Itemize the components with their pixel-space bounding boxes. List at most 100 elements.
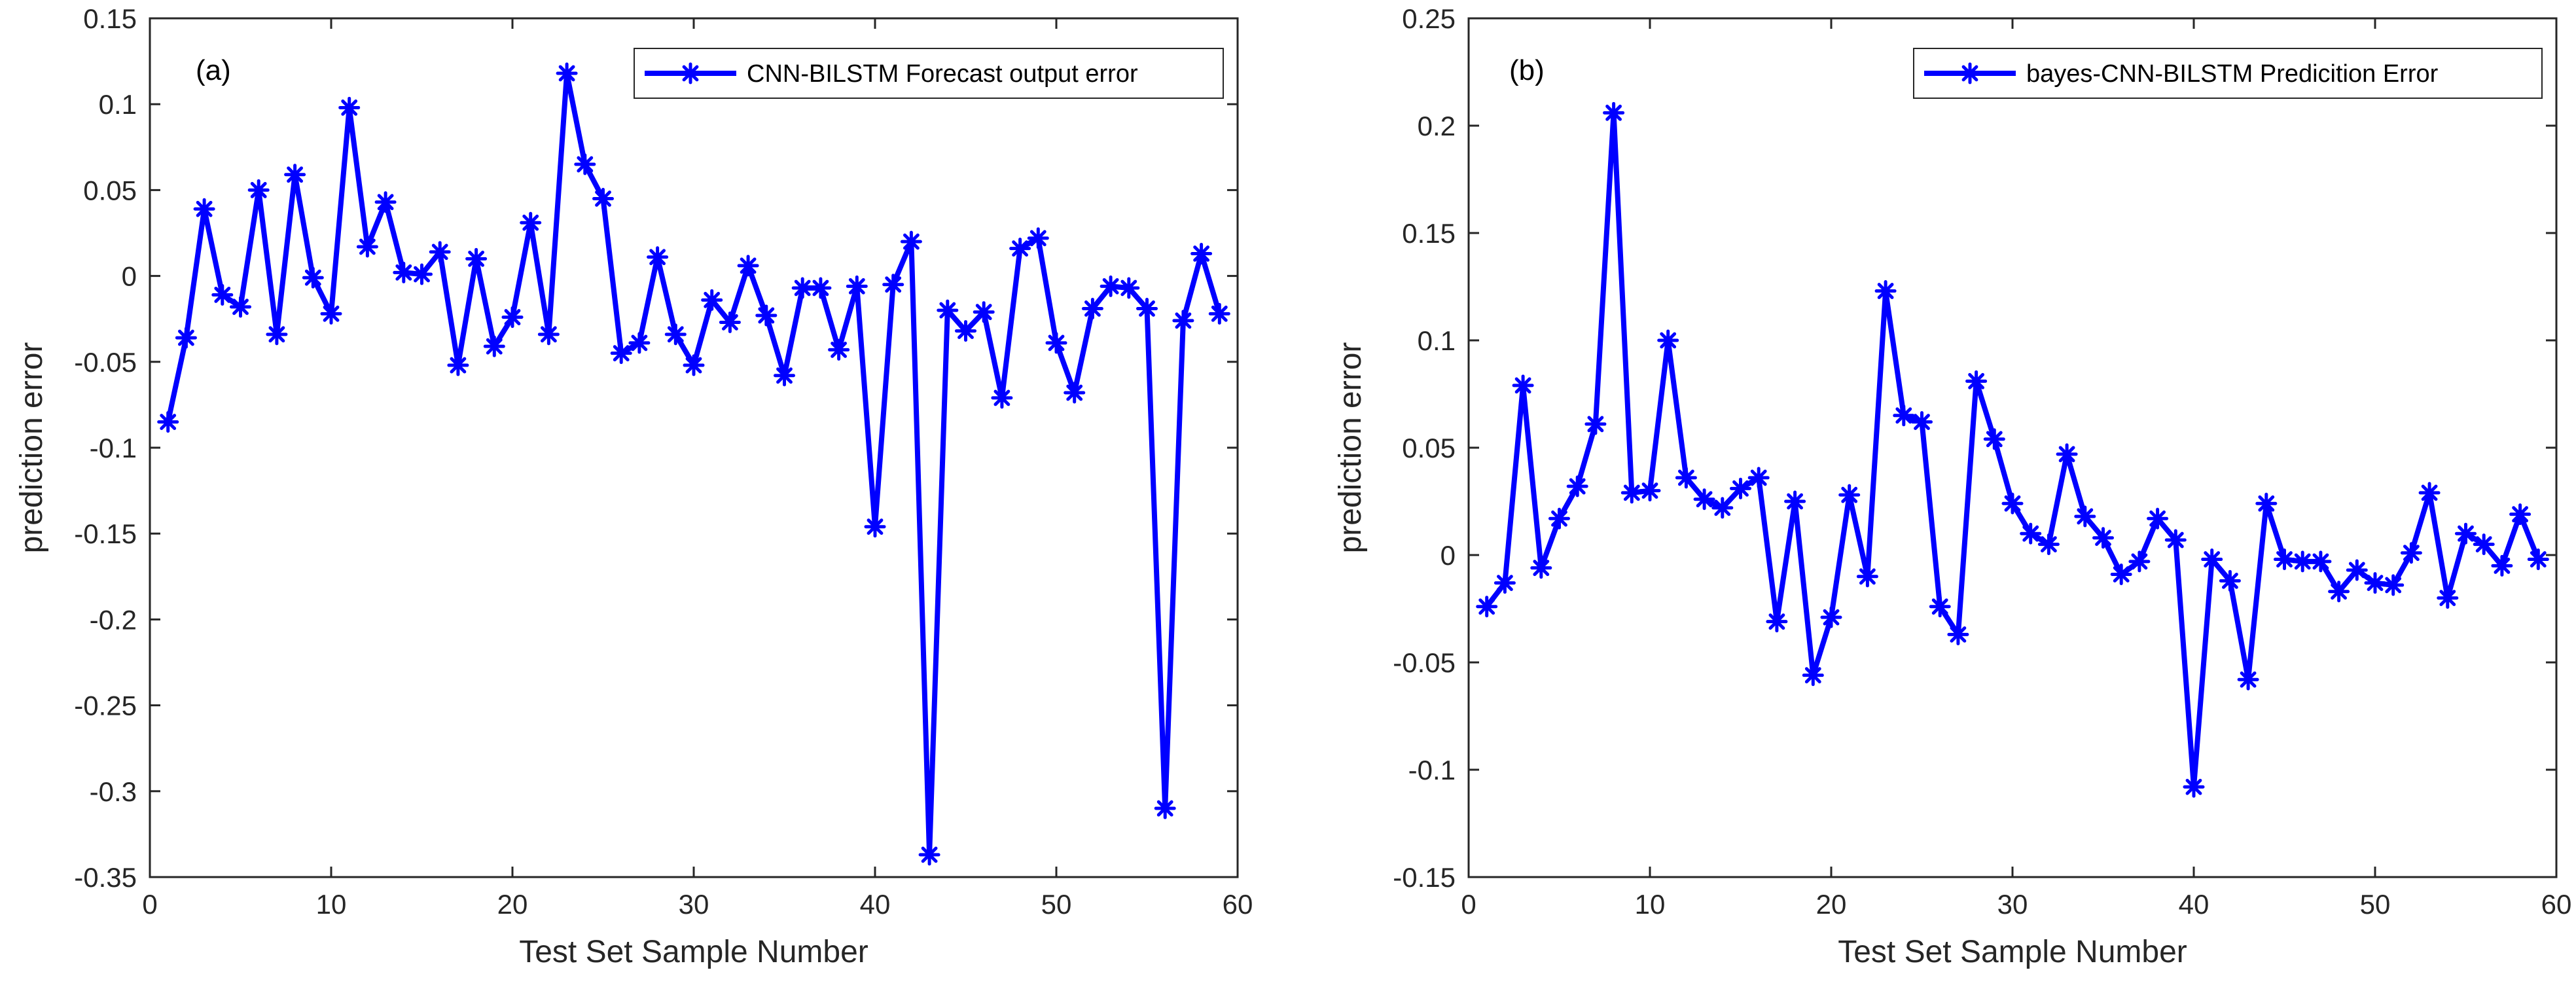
chart-panel-b: 0 10 20 30 40 50 60 -0.15 -0.1 -0.05 0 0.05 0.1 0.15 0… [1333,3,2571,969]
data-point [737,255,759,277]
data-point [1190,242,1213,264]
data-point [465,247,488,270]
data-point [1027,227,1049,249]
x-tick-label: 60 [1223,889,1253,920]
data-point [2509,503,2531,526]
data-point [2418,482,2441,504]
data-point [1838,484,1861,506]
data-point [1947,623,1969,645]
x-axis-label-b: Test Set Sample Number [1838,935,2187,969]
data-point [1856,566,1878,588]
legend-box-b [1913,48,2543,99]
data-point [520,211,542,234]
data-point [247,179,270,201]
x-tick-label: 10 [316,889,347,920]
data-point [1045,332,1067,354]
y-tick-label: -0.3 [90,776,137,807]
data-point [2219,569,2241,592]
data-point [1172,310,1194,332]
data-point [411,263,433,285]
data-point [2400,542,2422,564]
data-point [1064,382,1086,404]
data-point [1512,374,1534,397]
data-point [610,342,632,365]
data-point [1711,497,1734,519]
data-point [2455,522,2477,545]
data-point [864,516,886,538]
data-point [1548,507,1570,530]
data-point [356,236,378,258]
data-point [2110,564,2132,586]
data-point [1603,101,1625,124]
y-axis-label-a: prediction error [14,342,49,554]
legend-marker-b [1959,62,1981,84]
data-point [1784,490,1806,512]
x-tick-label: 50 [1041,889,1072,920]
y-tick-label: 0 [122,261,137,292]
data-point [592,188,614,210]
data-point [2310,550,2332,573]
data-point [1081,297,1103,319]
data-point [1657,329,1679,351]
series-a [157,62,1230,866]
data-point [447,354,469,376]
data-point [1566,475,1588,497]
x-tick-label: 30 [1997,889,2028,920]
data-point [1100,275,1122,297]
data-point [537,323,560,346]
data-point [501,306,524,329]
x-tick-label: 40 [860,889,891,920]
data-point [1693,488,1715,511]
data-point [2291,550,2314,573]
x-tick-label: 0 [1461,889,1476,920]
data-point [2382,574,2405,596]
data-point [2255,492,2278,514]
legend-marker-point [1959,62,1981,84]
data-point [937,299,959,321]
chart-panel-a: 0 10 20 30 40 50 60 -0.35 -0.3 -0.25 -0.2 -0.15 -0.1… [14,3,1253,969]
y-tick-label: -0.05 [1393,647,1456,678]
data-point [918,844,940,866]
legend-text-b: bayes-CNN-BILSTM Predicition Error [2026,60,2439,88]
axis-ticks-a: 0 10 20 30 40 50 60 -0.35 -0.3 -0.25 -0.2 -0.15 -0.1… [74,3,1253,920]
data-point [320,302,342,325]
data-point [1620,482,1643,504]
data-point [2147,507,2169,530]
data-point [1639,480,1661,502]
data-point [2037,533,2060,556]
data-point [393,261,415,283]
data-point [882,274,904,296]
x-tick-label: 30 [679,889,709,920]
data-point [1208,302,1230,325]
y-tick-label: 0.15 [83,3,137,34]
y-tick-label: 0 [1440,540,1456,571]
x-tick-label: 40 [2179,889,2209,920]
data-point [483,335,505,357]
y-tick-label: -0.15 [1393,862,1456,893]
data-point [2164,529,2187,551]
data-point [647,246,669,268]
data-point [1766,611,1788,633]
legend-marker-a [679,62,702,84]
y-tick-label: 0.1 [1418,325,1456,356]
data-point [2527,548,2549,571]
data-point [2237,668,2259,691]
y-tick-label: -0.2 [90,604,137,635]
data-point [973,301,995,323]
data-point [1802,664,1824,687]
data-point [2201,548,2223,571]
panel-label-b: (b) [1509,54,1545,86]
data-point [230,296,251,318]
x-tick-label: 10 [1635,889,1666,920]
data-point [2328,581,2350,603]
data-point [302,266,324,289]
series-b [1476,101,2549,798]
data-point [1911,411,1933,433]
data-point [955,320,976,342]
x-axis-label-a: Test Set Sample Number [519,935,868,969]
data-point [810,277,832,299]
x-tick-label: 0 [142,889,157,920]
y-tick-label: -0.35 [74,862,137,893]
y-tick-label: -0.1 [1408,755,1456,785]
panel-label-a: (a) [196,54,231,86]
